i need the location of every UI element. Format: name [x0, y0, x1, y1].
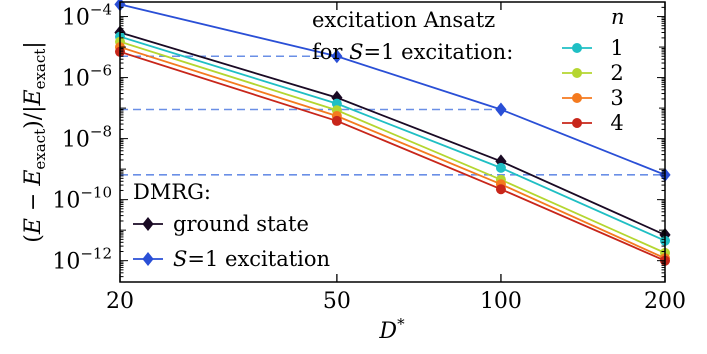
legend-ansatz-label-2: 2 — [610, 61, 623, 85]
legend-dmrg-label-2: S=1 excitation — [173, 247, 330, 271]
legend-ansatz-marker-2 — [572, 68, 582, 78]
series-line-5 — [119, 46, 666, 260]
legend-dmrg-marker-2 — [142, 252, 154, 266]
data-point-6-3 — [495, 184, 506, 195]
y-tick-label-2: 10−10 — [52, 184, 112, 214]
y-tick-label-5: 10−4 — [62, 1, 112, 31]
legend-ansatz-title-line2: for S=1 excitation: — [312, 40, 513, 64]
axis-ticks: 20 50 100 200 10−12 10−10 10−8 10−6 10−4 — [52, 1, 686, 314]
data-point-6-2 — [331, 115, 342, 126]
y-tick-label-4: 10−6 — [62, 62, 112, 92]
y-tick-label-3: 10−8 — [62, 123, 112, 153]
legend-dmrg-title: DMRG: — [133, 180, 211, 204]
x-tick-label-3: 100 — [480, 289, 522, 314]
series-line-4 — [119, 40, 666, 254]
legend-ansatz-label-4: 4 — [610, 111, 623, 135]
legend-n-header: n — [611, 5, 625, 29]
legend-ansatz-marker-3 — [572, 93, 582, 103]
series-line-2 — [119, 31, 666, 236]
y-tick-label-1: 10−12 — [52, 245, 112, 275]
series-line-1 — [119, 3, 666, 176]
reference-lines — [120, 55, 665, 176]
x-tick-label-2: 50 — [323, 289, 351, 314]
data-point-3-3 — [495, 162, 506, 173]
legend-ansatz-label-1: 1 — [610, 36, 623, 60]
series-line-6 — [119, 50, 666, 262]
legend-ansatz-label-3: 3 — [610, 86, 623, 110]
legends: excitation Ansatz for S=1 excitation: n 123… — [133, 5, 625, 271]
data-point-1-2 — [331, 49, 343, 64]
legend-dmrg-label-1: ground state — [173, 212, 309, 236]
legend-ansatz-title-line1: excitation Ansatz — [312, 8, 495, 32]
y-axis-label: (E − Eexact)/|Eexact| — [21, 41, 49, 242]
legend-ansatz-marker-4 — [572, 118, 582, 128]
data-point-1-3 — [495, 102, 507, 117]
series-line-3 — [119, 35, 666, 242]
x-tick-label-4: 200 — [644, 289, 686, 314]
legend-dmrg-marker-1 — [142, 217, 154, 231]
x-axis-label: D* — [378, 315, 405, 344]
x-tick-label-1: 20 — [106, 289, 134, 314]
legend-ansatz-marker-1 — [572, 43, 582, 53]
